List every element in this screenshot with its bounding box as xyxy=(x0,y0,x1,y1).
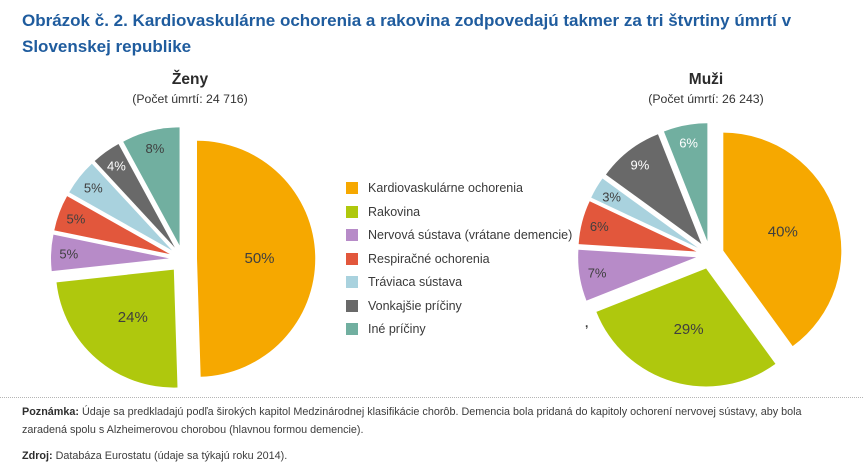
footnote-label: Poznámka: xyxy=(22,406,79,418)
pie-chart-zeny: 50% 24% 5% 5% 5% 4% 8% xyxy=(51,127,316,388)
pie-slice-1 xyxy=(56,269,178,388)
legend-item-label: Tráviaca sústava xyxy=(368,275,463,289)
legend-item-label: Respiračné ochorenia xyxy=(368,251,490,266)
legend-item-label: Rakovina xyxy=(368,204,421,219)
legend-item: Rakovina xyxy=(346,205,572,219)
pie-title-zeny: Ženy xyxy=(171,71,209,88)
legend-swatch-icon xyxy=(346,299,358,312)
legend-item: Kardiovaskulárne ochorenia xyxy=(346,181,572,195)
legend-item: Iné príčiny xyxy=(346,322,572,336)
pie-slice-3 xyxy=(54,196,170,255)
legend-item-label: Nervová sústava (vrátane demencie) xyxy=(368,228,573,242)
pie-slice-label: 5% xyxy=(59,246,78,261)
pie-title-muzi: Muži xyxy=(688,71,724,88)
pie-slice-label: 24% xyxy=(118,309,148,326)
footnote-text: Údaje sa predkladajú podľa širokých kapi… xyxy=(22,406,802,436)
legend-swatch-icon xyxy=(346,276,358,288)
legend-swatch-icon xyxy=(346,229,358,241)
pie-slice-0 xyxy=(197,140,316,377)
legend-swatch-icon xyxy=(346,323,358,335)
legend-item: Respiračné ochorenia xyxy=(346,252,572,266)
pie-slice-label: 5% xyxy=(67,212,86,227)
pie-slice-4 xyxy=(591,178,698,248)
pie-slice-label: 7% xyxy=(588,265,607,280)
legend-swatch-icon xyxy=(346,252,358,265)
figure-title: Obrázok č. 2. Kardiovaskulárne ochorenia… xyxy=(22,11,792,56)
pie-slice-label: 6% xyxy=(590,219,609,234)
pie-slice-label: 40% xyxy=(768,224,798,241)
pie-slice-label: 50% xyxy=(244,250,274,267)
legend-item-label: Vonkajšie príčiny xyxy=(368,298,462,313)
pie-slice-6 xyxy=(123,127,180,246)
legend-item: Tráviaca sústava xyxy=(346,275,572,289)
pie-slice-label: 4% xyxy=(107,159,126,174)
pie-slice-label: 5% xyxy=(84,181,103,196)
pie-slice-5 xyxy=(94,143,175,248)
pie-header-muzi: Muži (Počet úmrtí: 26 243) xyxy=(596,71,816,106)
pie-slice-label: 8% xyxy=(146,141,165,156)
pie-slice-4 xyxy=(69,163,173,251)
legend-swatch-icon xyxy=(346,205,358,218)
footnote: Poznámka: Údaje sa predkladajú podľa šir… xyxy=(22,404,844,439)
pie-slice-label: 9% xyxy=(631,157,650,172)
stray-mark: , xyxy=(585,316,589,330)
legend-item-label: Kardiovaskulárne ochorenia xyxy=(368,181,523,195)
pie-slice-5 xyxy=(605,134,702,244)
pie-header-zeny: Ženy (Počet úmrtí: 24 716) xyxy=(80,71,300,106)
pie-subtitle-muzi: (Počet úmrtí: 26 243) xyxy=(648,92,764,106)
pie-slice-6 xyxy=(663,123,708,242)
pie-slice-label: 29% xyxy=(674,321,704,338)
pie-slice-2 xyxy=(51,234,170,272)
source-label: Zdroj: xyxy=(22,450,53,462)
pie-chart-muzi: 40% 29% 7% 6% 3% 9% 6% xyxy=(578,123,842,387)
source-note: Zdroj: Databáza Eurostatu (údaje sa týka… xyxy=(22,448,844,466)
pie-slice-0 xyxy=(723,132,842,347)
legend-item-label: Iné príčiny xyxy=(368,322,426,336)
footnote-divider xyxy=(0,397,863,398)
pie-subtitle-zeny: (Počet úmrtí: 24 716) xyxy=(132,92,248,106)
pie-slice-label: 3% xyxy=(602,189,621,204)
legend: Kardiovaskulárne ochorenia Rakovina Nervov… xyxy=(346,181,572,346)
pie-slice-2 xyxy=(578,249,697,301)
legend-swatch-icon xyxy=(346,182,358,194)
source-text: Databáza Eurostatu (údaje sa týkajú roku… xyxy=(52,450,288,462)
pie-slice-3 xyxy=(578,201,697,252)
pie-slice-label: 6% xyxy=(679,135,698,150)
pie-slice-1 xyxy=(596,268,776,387)
legend-item: Nervová sústava (vrátane demencie) xyxy=(346,228,572,242)
legend-item: Vonkajšie príčiny xyxy=(346,299,572,313)
